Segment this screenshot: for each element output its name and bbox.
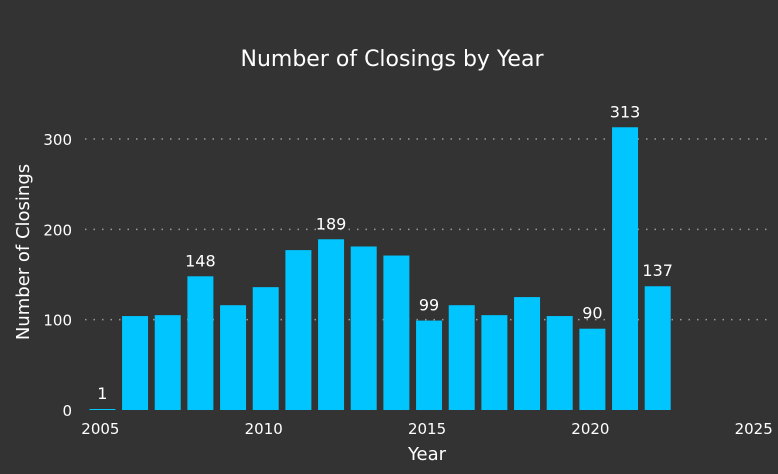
y-tick-label: 200 [43, 221, 72, 239]
y-tick-label: 100 [43, 312, 72, 330]
bar-2007 [154, 315, 181, 410]
data-label-2012: 189 [316, 214, 347, 233]
y-axis-ticks: 0 100 200 300 [43, 131, 72, 420]
data-labels: 1 148 189 99 90 313 137 [97, 102, 673, 403]
data-label-2021: 313 [610, 102, 641, 121]
bar-2012 [318, 239, 345, 410]
x-tick-label: 2005 [81, 420, 119, 438]
bar-2009 [220, 305, 247, 410]
bar-2015 [416, 320, 443, 410]
data-label-2005: 1 [97, 384, 107, 403]
bars [89, 127, 671, 411]
bar-2014 [383, 255, 410, 410]
bar-2006 [122, 316, 149, 410]
bar-2008 [187, 276, 214, 410]
x-axis-title: Year [407, 444, 447, 465]
data-label-2022: 137 [642, 261, 673, 280]
bar-2019 [546, 316, 573, 410]
y-tick-label: 300 [43, 131, 72, 149]
bar-2018 [514, 297, 541, 410]
x-axis-ticks: 2005 2010 2015 2020 2025 [81, 420, 772, 438]
bar-2011 [285, 250, 312, 410]
data-label-2020: 90 [582, 304, 602, 323]
y-tick-label: 0 [62, 402, 72, 420]
data-label-2015: 99 [419, 296, 439, 315]
data-label-2008: 148 [185, 251, 216, 270]
x-tick-label: 2015 [408, 420, 446, 438]
bar-2020 [579, 328, 606, 410]
bar-2010 [252, 287, 279, 410]
x-tick-label: 2025 [735, 420, 773, 438]
bar-2017 [481, 315, 508, 410]
bar-2005 [89, 409, 116, 410]
bar-2022 [644, 286, 671, 410]
x-tick-label: 2020 [571, 420, 609, 438]
bar-2016 [448, 305, 475, 410]
bar-2021 [612, 127, 639, 411]
bar-2013 [350, 246, 377, 410]
x-tick-label: 2010 [245, 420, 283, 438]
chart-title: Number of Closings by Year [241, 47, 545, 72]
y-axis-title: Number of Closings [13, 164, 34, 340]
